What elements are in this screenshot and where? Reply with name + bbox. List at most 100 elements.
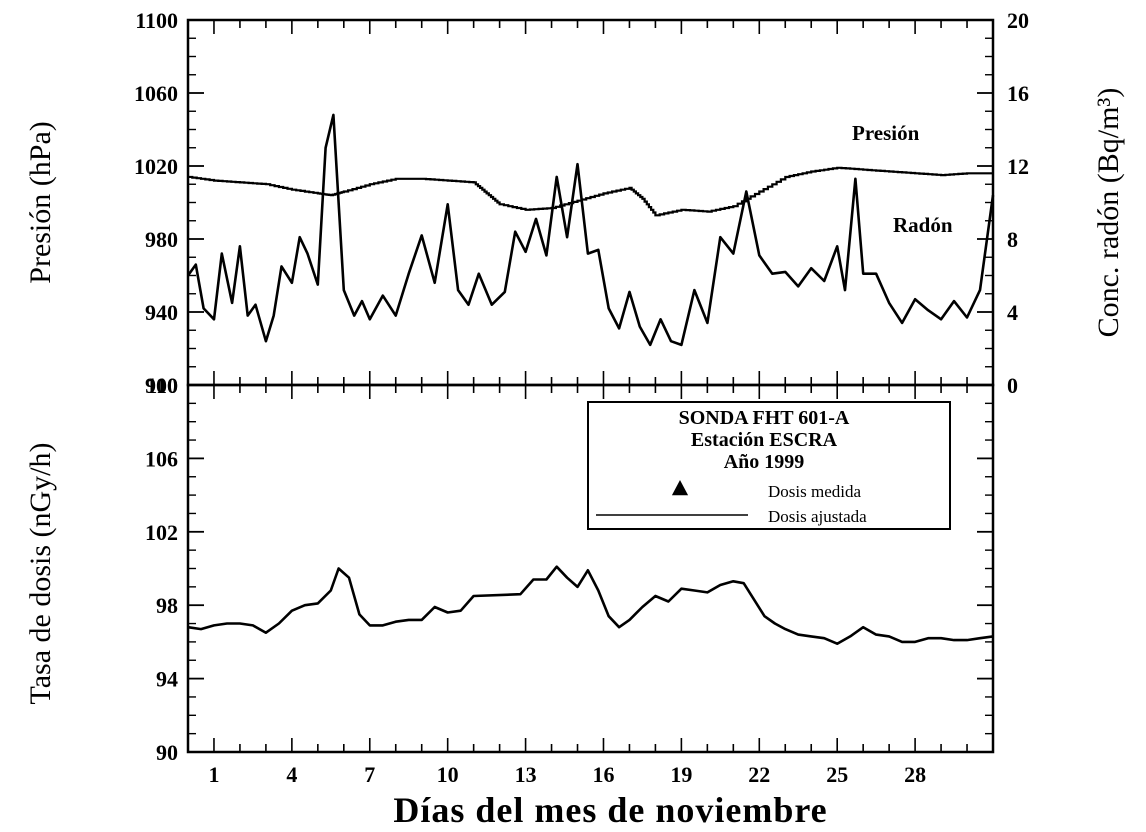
legend-box xyxy=(587,401,951,530)
top-y-tick-label: 980 xyxy=(145,227,178,252)
measured-dose-point xyxy=(431,622,435,626)
measured-dose-point xyxy=(356,620,360,624)
measured-dose-point xyxy=(740,578,744,582)
measured-dose-point xyxy=(899,647,903,652)
measured-dose-point xyxy=(346,594,349,598)
measured-dose-point xyxy=(405,629,409,633)
bottom-y-axis-title: Tasa de dosis (nGy/h) xyxy=(24,442,57,704)
legend-entry-dosis-ajustada: Dosis ajustada xyxy=(768,507,867,526)
measured-dose-point xyxy=(543,592,547,597)
top-panel: 900 940 980 1020 1060 1100 0 4 8 12 16 20 Presión (… xyxy=(24,8,1125,398)
top-y2-tick-label: 4 xyxy=(1007,300,1018,325)
top-y2-tick-label: 12 xyxy=(1007,154,1029,179)
top-y-tick-label: 1020 xyxy=(134,154,178,179)
measured-dose-point xyxy=(517,587,521,591)
x-tick-label: 22 xyxy=(748,762,770,787)
bottom-y-tick-label: 94 xyxy=(156,667,178,692)
x-tick-label: 19 xyxy=(670,762,692,787)
x-tick-label: 1 xyxy=(208,762,219,787)
top-plot-frame xyxy=(186,18,995,387)
top-y2-axis-title: Conc. radón (Bq/m³) xyxy=(1092,88,1125,338)
measured-dose-point xyxy=(860,631,864,635)
measured-dose-point xyxy=(366,649,370,653)
measured-dose-point xyxy=(639,614,643,619)
bottom-y-tick-label: 106 xyxy=(145,446,178,471)
bottom-y-tick-label: 110 xyxy=(146,373,178,398)
bottom-series xyxy=(185,565,994,668)
measured-dose-point xyxy=(912,646,916,650)
top-y2-tick-label: 8 xyxy=(1007,227,1018,252)
measured-dose-point xyxy=(834,664,838,668)
top-y-tick-label: 940 xyxy=(145,300,178,325)
measured-dose-point xyxy=(289,605,292,609)
measured-dose-point xyxy=(938,640,942,644)
bottom-y-tick-label: 102 xyxy=(145,520,178,545)
measured-dose-point xyxy=(772,631,775,635)
measured-dose-point xyxy=(847,647,851,652)
measured-dose-point xyxy=(237,616,240,620)
measured-dose-point xyxy=(530,589,534,593)
measured-dose-point xyxy=(626,627,630,631)
measured-dose-point xyxy=(925,642,929,646)
series-label-radon: Radón xyxy=(893,213,953,237)
legend-title-line: Año 1999 xyxy=(724,451,805,473)
x-tick-label: 16 xyxy=(592,762,614,787)
top-tick-labels: 900 940 980 1020 1060 1100 0 4 8 12 16 20 xyxy=(134,8,1029,398)
top-series xyxy=(186,113,995,347)
legend-entry-dosis-medida: Dosis medida xyxy=(768,482,861,501)
measured-dose-point xyxy=(665,603,669,608)
measured-dose-point xyxy=(730,574,734,578)
legend: SONDA FHT 601-A Estación ESCRA Año 1999 … xyxy=(587,401,951,530)
measured-dose-point xyxy=(457,622,461,626)
x-axis-title: Días del mes de noviembre xyxy=(393,790,827,830)
top-y-axis-title: Presión (hPa) xyxy=(24,121,57,283)
top-y-tick-label: 1060 xyxy=(134,81,178,106)
measured-dose-point xyxy=(704,594,708,598)
measured-dose-point xyxy=(379,635,383,639)
top-y2-tick-label: 16 xyxy=(1007,81,1029,106)
measured-dose-point xyxy=(470,616,474,620)
series-label-presion: Presión xyxy=(852,121,920,145)
bottom-ticks xyxy=(186,383,995,754)
measured-dose-point xyxy=(951,644,954,648)
measured-dose-point xyxy=(198,633,201,637)
radon-line xyxy=(186,113,995,347)
fitted-dose-line xyxy=(187,565,994,645)
measured-dose-point xyxy=(761,625,765,630)
top-y2-tick-label: 0 xyxy=(1007,373,1018,398)
measured-dose-point xyxy=(795,636,799,641)
top-y-tick-label: 1100 xyxy=(135,8,178,33)
measured-dose-point xyxy=(605,633,609,637)
measured-dose-point xyxy=(886,642,890,646)
top-y2-tick-label: 20 xyxy=(1007,8,1029,33)
measured-dose-point xyxy=(574,594,578,598)
x-tick-label: 13 xyxy=(515,762,537,787)
measured-dose-point xyxy=(782,635,786,639)
measured-dose-point xyxy=(595,596,599,600)
top-y-tick-label: 900 xyxy=(145,373,178,398)
x-tick-label: 28 xyxy=(904,762,926,787)
measured-dose-point xyxy=(564,581,568,586)
measured-dose-point xyxy=(751,607,755,611)
bottom-panel: 90 94 98 102 106 110 1 4 7 10 13 16 19 22 25 28 Tasa de… xyxy=(24,373,995,830)
measured-dose-point xyxy=(616,636,620,641)
bottom-y-tick-label: 98 xyxy=(156,593,178,618)
pressure-line xyxy=(188,166,993,217)
measured-dose-point xyxy=(224,618,227,622)
legend-title-line: Estación ESCRA xyxy=(691,429,838,451)
bottom-tick-labels: 90 94 98 102 106 110 1 4 7 10 13 16 19 22 25 28 xyxy=(145,373,926,787)
x-tick-label: 25 xyxy=(826,762,848,787)
legend-title-line: SONDA FHT 601-A xyxy=(679,407,850,429)
measured-dose-point xyxy=(808,640,812,644)
bottom-y-tick-label: 90 xyxy=(156,740,178,765)
measured-dose-point xyxy=(276,616,279,620)
x-tick-label: 10 xyxy=(437,762,459,787)
measured-dose-point xyxy=(392,624,396,628)
measured-dose-point xyxy=(553,572,557,576)
measured-dose-point xyxy=(821,651,825,655)
top-ticks xyxy=(186,18,995,387)
measured-dose-point xyxy=(444,624,448,628)
legend-triangle-marker xyxy=(671,480,689,496)
measured-dose-point xyxy=(873,640,877,644)
